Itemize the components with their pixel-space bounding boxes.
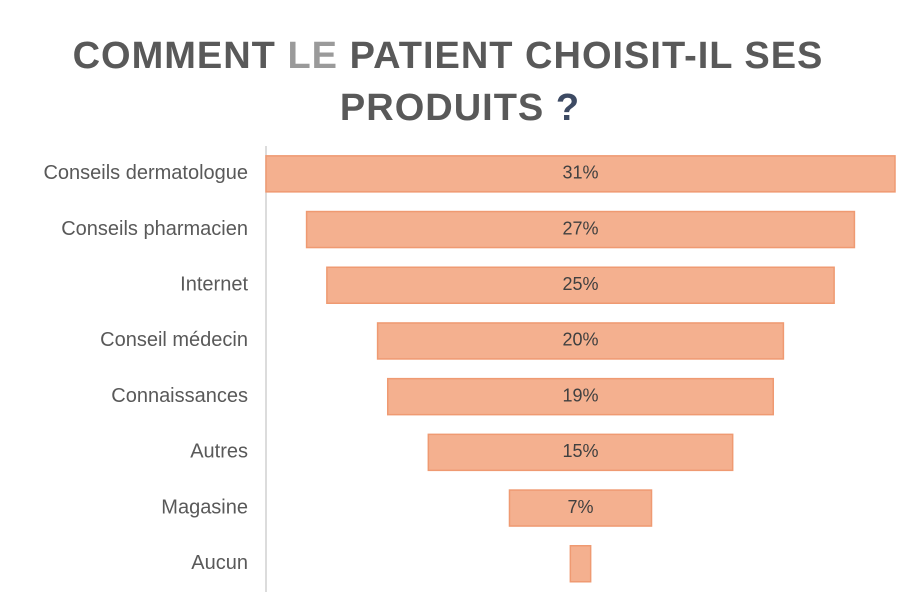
category-label: Magasine: [161, 496, 248, 518]
value-label: 20%: [562, 330, 598, 350]
bar: [265, 155, 896, 193]
category-label: Conseils dermatologue: [43, 162, 248, 184]
bar: [326, 266, 835, 304]
bar: [508, 489, 653, 527]
value-label: 15%: [562, 441, 598, 461]
category-label: Internet: [180, 274, 248, 296]
category-label: Aucun: [191, 552, 248, 574]
title-part: COMMENT: [73, 35, 276, 77]
category-label: Conseil médecin: [100, 329, 248, 351]
chart-title: PRODUITS ?: [340, 87, 580, 129]
category-label: Autres: [190, 441, 248, 463]
bar: [376, 322, 785, 360]
bar: [386, 377, 775, 416]
category-label: Conseils pharmacien: [61, 218, 248, 240]
title-part: LE: [287, 35, 338, 77]
chart-title: COMMENT LE PATIENT CHOISIT-IL SES: [73, 35, 824, 77]
value-label: 31%: [562, 163, 598, 183]
title-part: PRODUITS: [340, 87, 544, 129]
bar: [305, 210, 856, 249]
value-label: 25%: [562, 274, 598, 294]
value-label: 27%: [562, 218, 598, 238]
bar: [569, 545, 592, 583]
title-part: ?: [556, 87, 580, 129]
title-part: PATIENT CHOISIT-IL SES: [350, 35, 824, 77]
bar: [427, 433, 734, 472]
value-label: 7%: [567, 497, 593, 517]
category-label: Connaissances: [111, 385, 248, 407]
value-label: 19%: [562, 385, 598, 405]
